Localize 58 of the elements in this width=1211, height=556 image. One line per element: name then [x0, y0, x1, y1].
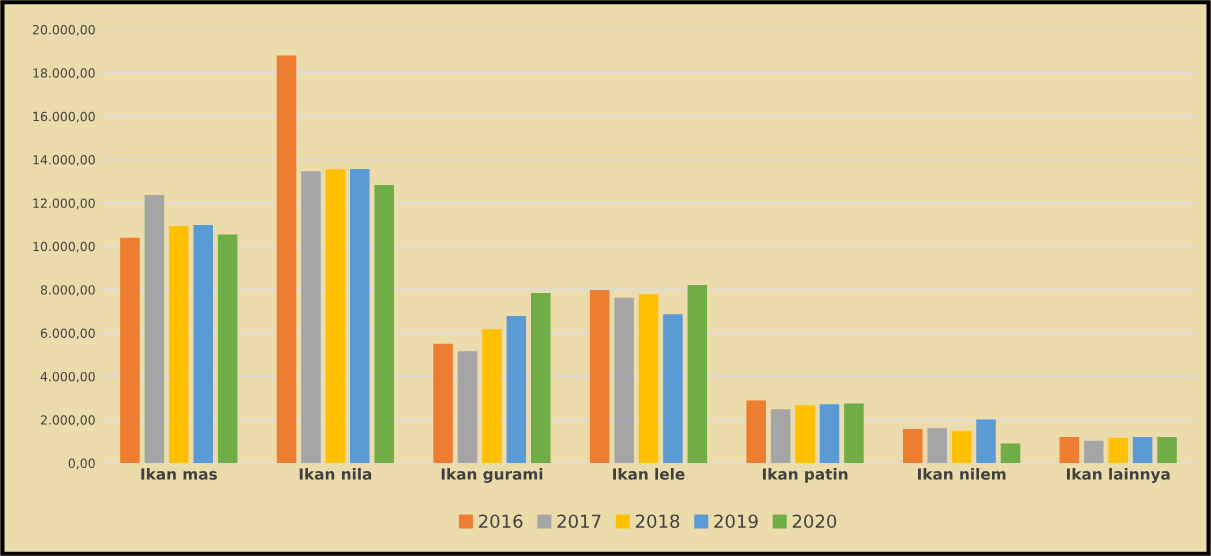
- bar: [663, 314, 683, 464]
- bar: [276, 55, 297, 464]
- x-tick-label: Ikan lele: [613, 468, 685, 480]
- bar: [746, 400, 766, 464]
- bar: [193, 225, 213, 464]
- bar: [795, 405, 815, 464]
- bar: [433, 343, 453, 464]
- x-tick-label: Ikan gurami: [441, 468, 543, 483]
- y-tick-label: 12.000,00: [33, 198, 95, 210]
- y-tick-label: 16.000,00: [33, 111, 95, 123]
- bar: [1132, 436, 1153, 464]
- bar: [350, 169, 370, 464]
- x-tick-label: Ikan lainnya: [1067, 468, 1170, 483]
- bar: [144, 194, 165, 464]
- bar: [374, 184, 394, 464]
- y-tick-label: 4.000,00: [40, 371, 95, 383]
- bar: [457, 351, 478, 464]
- bar: [687, 284, 708, 464]
- bar: [482, 329, 502, 464]
- y-tick-label: 2.000,00: [40, 415, 95, 426]
- x-tick-label: Ikan patin: [762, 468, 848, 483]
- bar: [614, 297, 634, 464]
- bar: [1000, 443, 1021, 464]
- legend-label: 2018: [635, 514, 680, 529]
- bar: [589, 289, 610, 464]
- y-tick-label: 6.000,00: [40, 328, 95, 340]
- bar: [819, 404, 840, 464]
- bar: [927, 428, 947, 464]
- bar: [531, 292, 551, 464]
- bar: [951, 430, 972, 464]
- y-tick-label: 8.000,00: [40, 285, 95, 296]
- legend-label: 2020: [792, 514, 837, 529]
- bar: [770, 409, 791, 464]
- legend-label: 2016: [478, 514, 523, 529]
- x-tick-label: Ikan nila: [299, 468, 372, 480]
- bar: [1157, 436, 1177, 464]
- bar: [844, 403, 864, 464]
- x-tick-label: Ikan nilem: [918, 468, 1006, 480]
- bar: [169, 225, 189, 464]
- bar: [903, 428, 923, 464]
- y-tick-label: 0,00: [68, 458, 95, 470]
- legend-label: 2017: [557, 514, 601, 529]
- legend-label: 2019: [714, 514, 758, 529]
- bar: [217, 234, 238, 464]
- y-tick-label: 10.000,00: [33, 241, 95, 253]
- y-tick-label: 14.000,00: [33, 155, 95, 166]
- bar: [325, 169, 346, 464]
- bar: [120, 237, 140, 464]
- y-tick-label: 18.000,00: [33, 68, 95, 80]
- bar: [1108, 437, 1128, 464]
- bar: [506, 315, 527, 464]
- bar: [1083, 440, 1104, 464]
- bar: [976, 419, 996, 464]
- bar: [301, 171, 321, 464]
- bar: [638, 294, 659, 464]
- bar: [1059, 436, 1080, 464]
- x-tick-label: Ikan mas: [141, 468, 217, 480]
- y-tick-label: 20.000,00: [32, 24, 95, 36]
